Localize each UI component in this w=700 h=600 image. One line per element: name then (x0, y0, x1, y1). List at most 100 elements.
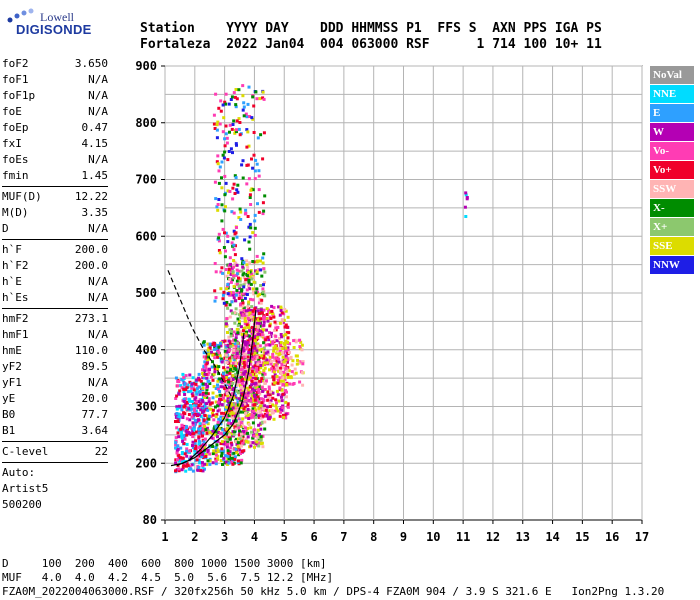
echo-point (282, 318, 286, 322)
echo-point (226, 423, 230, 427)
echo-point (221, 271, 225, 275)
echo-point (246, 355, 250, 359)
echo-point (258, 356, 262, 359)
echo-point (268, 401, 272, 405)
echo-point (218, 122, 222, 126)
echo-point (208, 346, 212, 350)
param-value: 20.0 (81, 392, 109, 405)
echo-point (220, 160, 224, 164)
echo-point (184, 374, 188, 378)
echo-point (292, 346, 296, 349)
echo-point (201, 382, 205, 386)
echo-point (215, 413, 219, 417)
echo-point (248, 329, 252, 333)
echo-point (178, 415, 182, 419)
echo-point (294, 340, 298, 344)
echo-point (208, 345, 212, 349)
echo-point (295, 362, 299, 366)
echo-point (236, 426, 240, 430)
echo-point (286, 340, 289, 344)
x-tick-label: 15 (575, 530, 589, 544)
echo-point (270, 411, 274, 415)
echo-point (180, 460, 184, 464)
echo-point (242, 261, 246, 265)
echo-point (258, 344, 262, 348)
echo-point (199, 414, 203, 418)
echo-point (291, 382, 295, 386)
echo-point (270, 309, 274, 313)
echo-point (260, 377, 264, 381)
echo-point (245, 375, 249, 379)
echo-point (255, 391, 259, 395)
echo-point (248, 394, 251, 398)
echo-point (252, 412, 256, 416)
echo-point (286, 348, 290, 352)
echo-point (191, 469, 195, 473)
echo-point (219, 344, 223, 348)
echo-point (221, 385, 225, 389)
echo-point (226, 306, 230, 310)
y-tick-label: 600 (135, 229, 157, 243)
echo-point (256, 428, 260, 432)
echo-point (224, 102, 228, 106)
echo-point (225, 284, 229, 288)
echo-point (238, 429, 241, 433)
echo-point (211, 378, 215, 382)
echo-point (279, 305, 283, 309)
echo-point (255, 349, 259, 353)
echo-point (238, 441, 242, 445)
echo-point (214, 424, 218, 428)
echo-point (465, 197, 469, 201)
echo-point (256, 395, 260, 399)
echo-point (252, 292, 256, 296)
echo-point (230, 127, 234, 131)
echo-point (220, 451, 224, 455)
echo-point (257, 441, 261, 445)
echo-point (249, 399, 253, 403)
echo-point (231, 381, 235, 385)
echo-point (244, 370, 248, 374)
echo-point (236, 459, 240, 463)
echo-point (201, 434, 204, 438)
echo-point (237, 284, 241, 288)
echo-point (266, 353, 270, 356)
echo-point (234, 261, 238, 265)
echo-point (233, 192, 237, 195)
echo-point (211, 342, 215, 346)
echo-point (226, 234, 230, 238)
echo-point (221, 415, 225, 419)
echo-point (240, 401, 244, 405)
echo-point (237, 297, 241, 300)
echo-point (249, 390, 253, 394)
param-divider (2, 441, 108, 442)
echo-point (232, 119, 236, 123)
echo-point (225, 391, 229, 395)
echo-point (222, 116, 226, 120)
echo-point (182, 399, 186, 403)
echo-point (199, 444, 202, 448)
echo-point (274, 398, 278, 402)
echo-point (216, 404, 220, 408)
echo-point (464, 191, 468, 195)
echo-point (201, 393, 205, 397)
echo-point (261, 212, 265, 216)
echo-point (240, 316, 244, 320)
echo-point (200, 455, 204, 459)
echo-point (182, 462, 186, 466)
echo-point (256, 342, 260, 346)
echo-point (239, 406, 243, 410)
echo-point (240, 449, 244, 453)
echo-point (257, 210, 261, 214)
echo-point (258, 329, 262, 333)
echo-point (257, 382, 261, 386)
echo-point (174, 469, 177, 473)
echo-point (225, 357, 228, 361)
echo-point (252, 382, 256, 386)
echo-point (225, 438, 229, 442)
echo-point (227, 401, 231, 405)
echo-point (274, 326, 278, 330)
echo-point (262, 341, 266, 345)
echo-point (251, 351, 255, 354)
echo-point (203, 414, 207, 418)
echo-point (225, 405, 228, 409)
